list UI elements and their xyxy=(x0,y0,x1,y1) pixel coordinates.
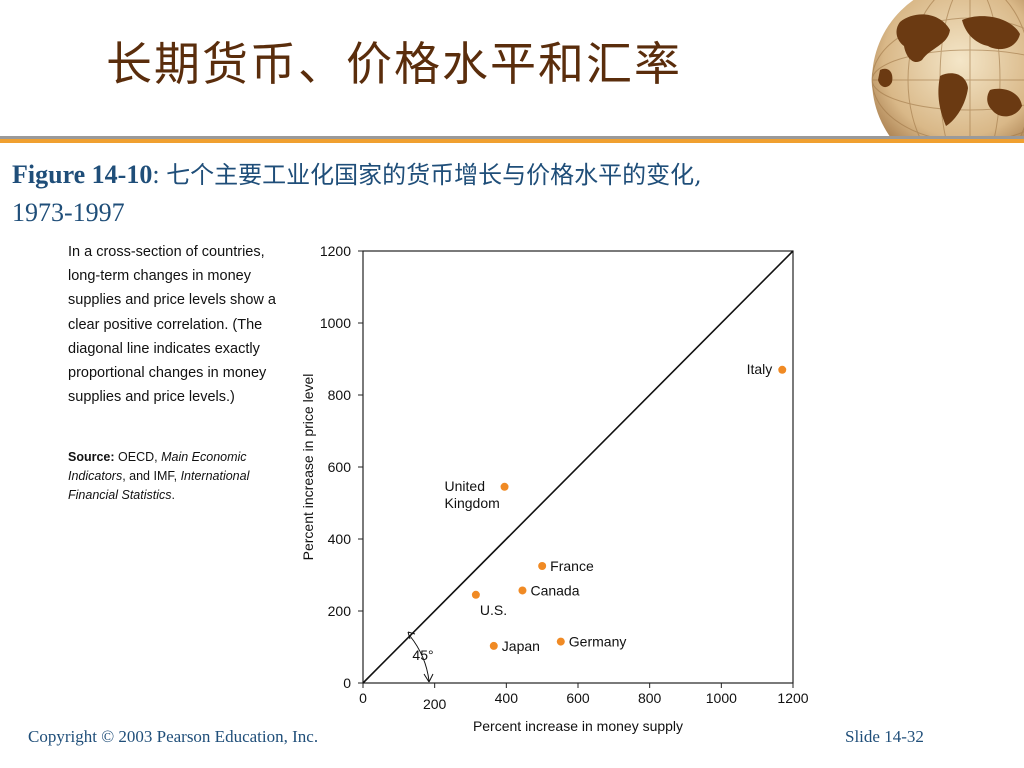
x-tick-label-1200: 1200 xyxy=(777,690,808,706)
figure-number: Figure 14-10 xyxy=(12,160,153,189)
point-canada xyxy=(518,586,527,595)
point-label-italy: Italy xyxy=(747,361,773,377)
globe-logo xyxy=(870,0,1024,138)
point-italy xyxy=(778,365,787,374)
point-germany xyxy=(556,637,565,646)
point-france xyxy=(538,562,547,570)
angle-arrow-bottom xyxy=(423,673,434,683)
figure-years: 1973-1997 xyxy=(12,198,125,227)
header-divider xyxy=(0,136,1024,139)
slide-title: 长期货币、价格水平和汇率 xyxy=(106,37,682,91)
point-label-united-kingdom-line-2: Kingdom xyxy=(445,495,500,511)
source-publication-1: Main Economic Indicators xyxy=(68,450,247,483)
x-tick-label-0: 0 xyxy=(359,690,367,706)
y-tick-label-0: 0 xyxy=(343,675,351,691)
header-accent-rule xyxy=(0,139,1024,143)
x-tick-label-200: 200 xyxy=(423,696,447,712)
x-axis-label: Percent increase in money supply xyxy=(473,718,683,734)
point-label-france: France xyxy=(550,558,594,574)
figure-description: In a cross-section of countries, long-te… xyxy=(68,244,276,406)
point-united-kingdom xyxy=(500,482,509,491)
figure-title: 七个主要工业化国家的货币增长与价格水平的变化, xyxy=(166,161,702,189)
figure-caption: Figure 14-10: 七个主要工业化国家的货币增长与价格水平的变化, 19… xyxy=(12,156,1012,231)
y-tick-label-400: 400 xyxy=(328,531,352,547)
y-tick-label-1000: 1000 xyxy=(320,315,351,331)
diagonal-45-line xyxy=(362,250,794,684)
y-tick-label-200: 200 xyxy=(328,603,352,619)
point-japan xyxy=(489,641,498,650)
point-label-canada: Canada xyxy=(530,582,579,598)
angle-arrow-top xyxy=(407,631,416,640)
source-publication-2: International Financial Statistics xyxy=(68,469,250,502)
source-text-1: OECD, xyxy=(114,450,162,464)
y-tick-label-600: 600 xyxy=(328,459,352,475)
x-tick-label-400: 400 xyxy=(495,690,519,706)
source-text-2: , and IMF, xyxy=(122,469,181,483)
angle-arc xyxy=(409,635,430,682)
copyright-footer: Copyright © 2003 Pearson Education, Inc. xyxy=(28,727,319,746)
x-tick-label-600: 600 xyxy=(566,690,590,706)
y-axis-label: Percent increase in price level xyxy=(300,374,316,561)
angle-annotation-label: 45° xyxy=(412,647,433,663)
source-label: Source: xyxy=(68,450,115,464)
slide-number: Slide 14-32 xyxy=(845,727,924,746)
point-label-japan: Japan xyxy=(502,638,540,654)
point-label-u-s: U.S. xyxy=(480,602,507,618)
x-tick-label-800: 800 xyxy=(638,690,662,706)
scatter-chart: 0 200 400 600 800 1000 1200 0 200 400 600 800 1000 12… xyxy=(300,243,809,734)
point-u-s xyxy=(471,590,480,599)
point-label-germany: Germany xyxy=(569,634,627,650)
figure-source: Source: OECD, Main Economic Indicators, … xyxy=(68,448,298,505)
y-tick-label-1200: 1200 xyxy=(320,243,351,259)
source-text-end: . xyxy=(171,488,175,502)
figure-separator: : xyxy=(152,160,167,189)
y-tick-label-800: 800 xyxy=(328,387,352,403)
point-label-united-kingdom-line-1: United xyxy=(445,478,485,494)
x-tick-label-1000: 1000 xyxy=(706,690,737,706)
